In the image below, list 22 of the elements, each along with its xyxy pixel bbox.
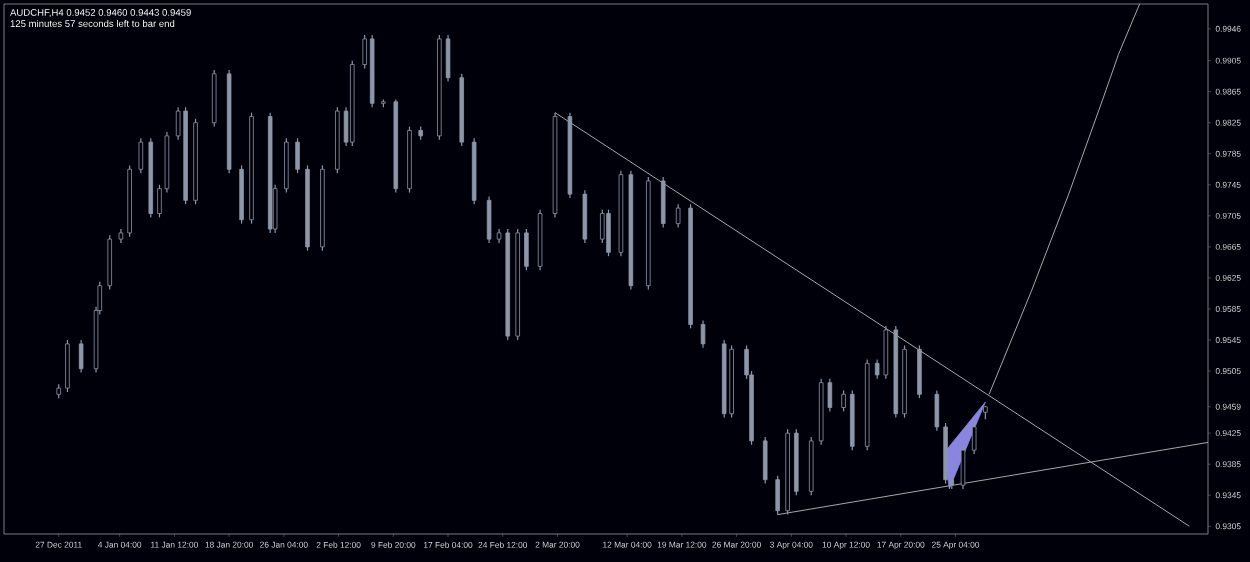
candlestick <box>582 189 588 244</box>
candlestick <box>284 137 289 194</box>
candlestick <box>762 436 768 485</box>
candlestick <box>971 422 977 455</box>
candlestick <box>675 203 681 229</box>
candlestick <box>65 339 70 393</box>
candlestick <box>660 176 666 229</box>
candlestick <box>138 137 144 174</box>
candlestick <box>917 344 922 399</box>
candlestick <box>841 389 846 412</box>
candlestick <box>107 234 112 291</box>
candlestick <box>960 445 966 490</box>
candlestick <box>700 320 706 349</box>
candlestick <box>486 195 492 244</box>
candlestick <box>524 228 529 271</box>
candlestick <box>295 137 300 174</box>
candlestick <box>78 339 84 374</box>
candlestick <box>883 325 889 380</box>
candlestick <box>606 209 611 257</box>
candlestick <box>775 475 780 516</box>
candlestick <box>934 389 940 432</box>
candlestick <box>445 34 451 83</box>
